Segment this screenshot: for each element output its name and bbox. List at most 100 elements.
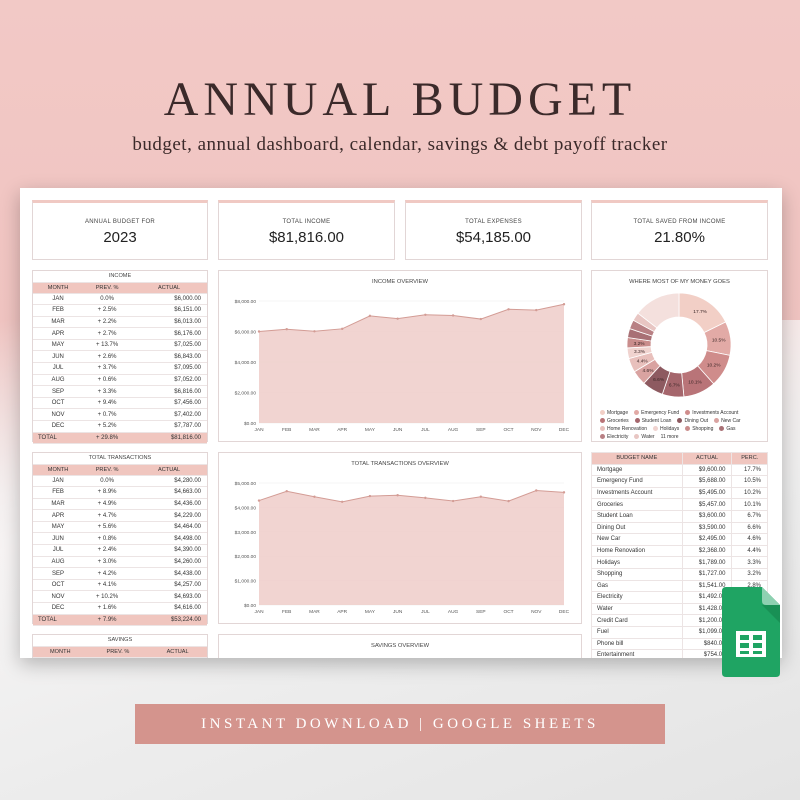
column-header: PERC. — [731, 452, 768, 465]
chart-title: SAVINGS OVERVIEW — [370, 643, 430, 649]
legend-item: Electricity — [600, 434, 628, 440]
y-tick-label: $6,000.00 — [235, 330, 257, 336]
legend-item: Water — [634, 434, 655, 440]
amount-cell: $7,402.00 — [131, 408, 207, 422]
legend-label: Dining Out — [684, 418, 709, 424]
x-tick-label: JUL — [421, 609, 430, 615]
month-cell: JAN — [33, 293, 84, 306]
budget-name-cell: Student Loan — [591, 509, 683, 523]
amount-cell: $4,464.00 — [131, 521, 207, 534]
y-tick-label: $8,000.00 — [235, 299, 257, 305]
table-row: MAY + 5.6% $4,464.00 — [33, 521, 207, 534]
total-amount: $53,224.00 — [131, 614, 207, 627]
amount-cell: $6,843.00 — [131, 350, 207, 364]
month-cell: JUN — [33, 532, 84, 546]
month-cell: MAY — [33, 339, 84, 352]
column-header: MONTH — [33, 646, 88, 658]
percent-cell: 3.3% — [731, 556, 768, 569]
hero-title: ANNUAL BUDGET — [163, 73, 637, 126]
legend-label: Groceries — [607, 418, 629, 424]
actual-cell: $3,590.00 — [681, 521, 733, 535]
y-tick-label: $5,000.00 — [235, 481, 257, 487]
change-cell: + 4.2% — [83, 567, 132, 580]
data-point — [313, 330, 316, 333]
budget-name-cell: Electricity — [591, 591, 683, 604]
legend-swatch — [600, 410, 605, 416]
table-title: INCOME — [33, 271, 207, 283]
legend-item: Student Loan — [634, 418, 671, 424]
amount-cell: $7,787.00 — [131, 420, 207, 433]
data-point — [257, 499, 261, 502]
area-fill — [259, 490, 564, 605]
data-point — [562, 491, 566, 494]
table-row: FEB + 8.9% $4,663.00 — [33, 486, 207, 499]
percent-cell: 6.7% — [731, 509, 768, 523]
amount-cell: $4,280.00 — [131, 475, 207, 488]
savings-overview-chart: SAVINGS OVERVIEW — [218, 634, 582, 658]
change-cell: + 2.4% — [83, 544, 132, 557]
change-cell: + 3.3% — [83, 385, 132, 398]
spreadsheet-dashboard: ANNUAL BUDGET FOR 2023 TOTAL INCOME $81,… — [20, 188, 782, 658]
table-row: SEP + 4.2% $4,438.00 — [33, 567, 207, 580]
x-tick-label: APR — [337, 427, 347, 433]
kpi-budget-year: ANNUAL BUDGET FOR 2023 — [32, 200, 208, 260]
change-cell: + 8.9% — [83, 486, 132, 499]
budget-name-cell: New Car — [591, 533, 683, 546]
data-point — [451, 499, 455, 503]
y-tick-label: $0.00 — [244, 421, 256, 427]
table-row: NOV + 0.7% $7,402.00 — [33, 408, 207, 422]
legend-item: Dining Out — [677, 418, 708, 424]
amount-cell: $4,438.00 — [131, 567, 207, 580]
chart-title: INCOME OVERVIEW — [372, 279, 428, 285]
money-distribution-chart: WHERE MOST OF MY MONEY GOES 17.7% 10.5% 10… — [591, 270, 768, 442]
budget-name-cell: Dining Out — [591, 521, 683, 535]
data-point — [424, 313, 427, 317]
table-row: DEC + 1.6% $4,616.00 — [33, 602, 207, 615]
column-header: MONTH — [33, 464, 84, 476]
amount-cell: $4,390.00 — [131, 544, 207, 557]
percent-cell: 6.6% — [731, 521, 768, 535]
legend-label: Home Renovation — [607, 426, 648, 432]
y-tick-label: $2,000.00 — [235, 391, 257, 397]
data-point — [424, 496, 427, 500]
legend-label: Electricity — [607, 434, 629, 440]
change-cell: + 0.8% — [83, 532, 132, 546]
table-title: TOTAL TRANSACTIONS — [33, 453, 207, 465]
month-cell: OCT — [33, 397, 84, 410]
table-row: Dining Out $3,590.00 6.6% — [591, 521, 768, 535]
y-tick-label: $4,000.00 — [235, 360, 257, 366]
month-cell: JAN — [33, 475, 84, 488]
percent-cell: 10.2% — [731, 486, 768, 500]
google-sheets-icon — [722, 587, 780, 677]
kpi-value: $81,816.00 — [268, 229, 345, 246]
x-tick-label: JAN — [254, 609, 264, 615]
legend-more[interactable]: 11 more — [660, 434, 679, 440]
data-point — [313, 495, 316, 498]
kpi-label: TOTAL SAVED FROM INCOME — [633, 219, 726, 225]
change-cell: + 3.7% — [83, 362, 132, 375]
table-row: OCT + 9.4% $7,456.00 — [33, 397, 207, 410]
x-tick-label: DEC — [559, 609, 570, 615]
legend-item: Mortgage — [600, 410, 628, 416]
month-cell: JUL — [33, 362, 84, 375]
actual-cell: $1,789.00 — [681, 556, 733, 569]
budget-name-cell: Home Renovation — [591, 544, 683, 558]
amount-cell: $7,095.00 — [131, 362, 207, 375]
percent-cell: 10.5% — [731, 475, 768, 488]
legend-label: New Car — [721, 418, 741, 424]
budget-name-cell: Groceries — [591, 498, 683, 511]
transactions-chart-svg: $0.00 $1,000.00 $2,000.00 $3,000.00 $4,000.0… — [235, 481, 570, 615]
amount-cell: $7,052.00 — [131, 374, 207, 387]
table-row: JUN + 0.8% $4,498.00 — [33, 532, 207, 546]
table-row: Emergency Fund $5,688.00 10.5% — [591, 475, 768, 488]
amount-cell: $6,000.00 — [131, 293, 207, 306]
change-cell: + 9.4% — [83, 397, 132, 410]
y-tick-label: $0.00 — [244, 603, 256, 609]
table-row: Holidays $1,789.00 3.3% — [591, 556, 768, 569]
kpi-total-income: TOTAL INCOME $81,816.00 — [218, 200, 395, 260]
table-row: New Car $2,495.00 4.6% — [591, 533, 768, 546]
kpi-value: 2023 — [103, 229, 137, 246]
chart-title: WHERE MOST OF MY MONEY GOES — [629, 279, 730, 285]
table-row: MAR + 2.2% $6,013.00 — [33, 316, 207, 329]
legend-item: Groceries — [600, 418, 629, 424]
